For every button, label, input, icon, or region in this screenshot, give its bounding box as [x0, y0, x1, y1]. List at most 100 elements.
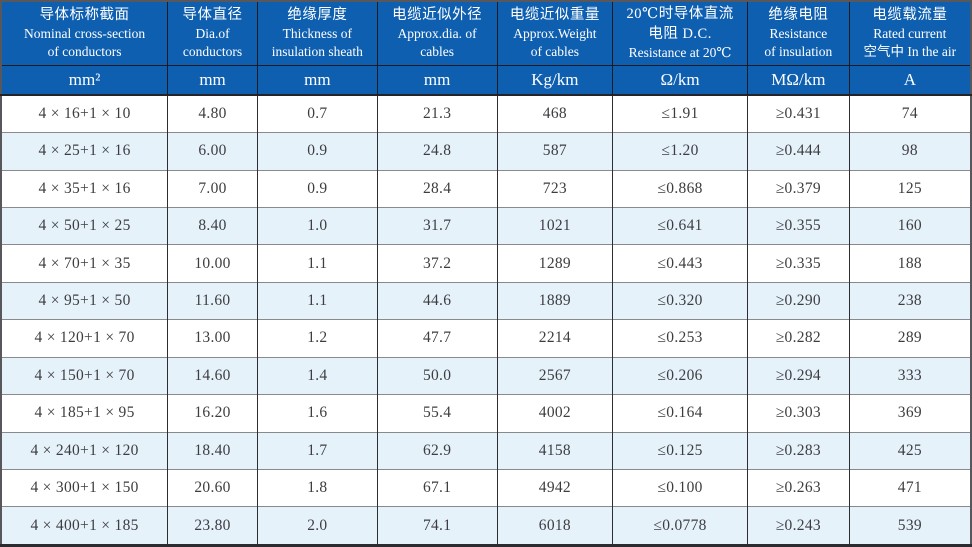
- header-line-en: Approx.Weight: [513, 25, 597, 41]
- table-cell: ≥0.303: [746, 394, 850, 433]
- header-line-en: Nominal cross-section: [24, 25, 146, 41]
- table-cell: 1.1: [256, 281, 378, 320]
- header-line-en: of insulation: [764, 44, 833, 60]
- header-line-zh: 导体标称截面: [39, 6, 130, 23]
- column-header-insulation-resistance: 绝缘电阻 Resistance of insulation: [746, 1, 850, 66]
- table-cell: 468: [496, 94, 614, 133]
- table-cell: 4 × 120+1 × 70: [0, 319, 169, 358]
- table-row: 4 × 16+1 × 10 4.80 0.7 21.3 468 ≤1.91 ≥0.431 74: [0, 94, 972, 133]
- table-cell: ≥0.282: [746, 319, 850, 358]
- table-cell: 4 × 95+1 × 50: [0, 281, 169, 320]
- table-cell: 4 × 300+1 × 150: [0, 468, 169, 507]
- header-line-zh: 20℃时导体直流: [626, 6, 734, 22]
- table-cell: 31.7: [376, 206, 498, 245]
- unit-cell: mm: [167, 65, 258, 96]
- column-header-cable-weight: 电缆近似重量 Approx.Weight of cables: [496, 1, 614, 66]
- table-cell: 1.7: [256, 431, 378, 470]
- unit-cell: mm: [256, 65, 378, 96]
- column-header-cross-section: 导体标称截面 Nominal cross-section of conducto…: [0, 1, 169, 66]
- table-cell: 4 × 16+1 × 10: [0, 94, 169, 133]
- header-line-zh: 电缆近似重量: [509, 6, 600, 23]
- table-cell: 188: [848, 244, 972, 283]
- table-cell: 4 × 185+1 × 95: [0, 394, 169, 433]
- table-row: 4 × 70+1 × 35 10.00 1.1 37.2 1289 ≤0.443 ≥0.33…: [0, 244, 972, 283]
- table-cell: ≤0.0778: [612, 506, 748, 546]
- table-cell: 4 × 70+1 × 35: [0, 244, 169, 283]
- table-row: 4 × 185+1 × 95 16.20 1.6 55.4 4002 ≤0.164 ≥0.3…: [0, 394, 972, 433]
- table-cell: ≤0.253: [612, 319, 748, 358]
- table-cell: ≥0.290: [746, 281, 850, 320]
- table-cell: 98: [848, 132, 972, 170]
- table-cell: ≥0.444: [746, 132, 850, 170]
- table-cell: ≥0.283: [746, 431, 850, 470]
- unit-cell: mm²: [0, 65, 169, 96]
- header-line-zh: 电缆载流量: [872, 6, 948, 23]
- table-cell: 24.8: [376, 132, 498, 170]
- table-cell: 62.9: [376, 431, 498, 470]
- table-cell: 44.6: [376, 281, 498, 320]
- header-line-zh: 电缆近似外径: [392, 6, 483, 23]
- table-cell: 67.1: [376, 468, 498, 507]
- table-cell: 10.00: [167, 244, 258, 283]
- table-cell: 1021: [496, 206, 614, 245]
- header-line-en: of conductors: [47, 44, 122, 60]
- header-line-zh: 绝缘厚度: [287, 6, 348, 23]
- table-cell: ≤0.868: [612, 169, 748, 208]
- table-cell: 4 × 25+1 × 16: [0, 132, 169, 170]
- table-body: 4 × 16+1 × 10 4.80 0.7 21.3 468 ≤1.91 ≥0.431 74…: [0, 94, 972, 546]
- column-header-dc-resistance: 20℃时导体直流 电阻 D.C. Resistance at 20℃: [612, 1, 748, 66]
- table-cell: 37.2: [376, 244, 498, 283]
- table-cell: 4942: [496, 468, 614, 507]
- table-row: 4 × 120+1 × 70 13.00 1.2 47.7 2214 ≤0.253 ≥0.2…: [0, 319, 972, 358]
- table-row: 4 × 400+1 × 185 23.80 2.0 74.1 6018 ≤0.0778 ≥0…: [0, 506, 972, 546]
- table-cell: 4 × 150+1 × 70: [0, 356, 169, 395]
- table-row: 4 × 150+1 × 70 14.60 1.4 50.0 2567 ≤0.206 ≥0.2…: [0, 356, 972, 395]
- table-cell: ≤0.206: [612, 356, 748, 395]
- table-cell: 2.0: [256, 506, 378, 546]
- table-cell: ≥0.355: [746, 206, 850, 245]
- table-cell: ≥0.379: [746, 169, 850, 208]
- table-cell: 16.20: [167, 394, 258, 433]
- header-line-en: Rated current: [873, 25, 947, 41]
- table-cell: 723: [496, 169, 614, 208]
- table-cell: 1.1: [256, 244, 378, 283]
- header-line-en: Dia.of: [195, 25, 230, 41]
- table-cell: ≤1.20: [612, 132, 748, 170]
- header-line-en: conductors: [182, 44, 243, 60]
- table-cell: 1.0: [256, 206, 378, 245]
- column-header-rated-current: 电缆载流量 Rated current 空气中 In the air: [848, 1, 972, 66]
- unit-cell: MΩ/km: [746, 65, 850, 96]
- header-line-en: Approx.dia. of: [397, 25, 477, 41]
- table-cell: 4002: [496, 394, 614, 433]
- table-cell: 0.7: [256, 94, 378, 133]
- table-cell: 125: [848, 169, 972, 208]
- column-header-cable-diameter: 电缆近似外径 Approx.dia. of cables: [376, 1, 498, 66]
- table-row: 4 × 300+1 × 150 20.60 1.8 67.1 4942 ≤0.100 ≥0.…: [0, 468, 972, 507]
- table-cell: ≤1.91: [612, 94, 748, 133]
- table-cell: 47.7: [376, 319, 498, 358]
- table-row: 4 × 95+1 × 50 11.60 1.1 44.6 1889 ≤0.320 ≥0.29…: [0, 281, 972, 320]
- table-cell: 238: [848, 281, 972, 320]
- table-cell: 4 × 240+1 × 120: [0, 431, 169, 470]
- header-line-en: 空气中 In the air: [863, 44, 957, 60]
- table-cell: 1889: [496, 281, 614, 320]
- header-line-zh: 绝缘电阻: [768, 6, 829, 23]
- table-cell: 1.4: [256, 356, 378, 395]
- table-row: 4 × 35+1 × 16 7.00 0.9 28.4 723 ≤0.868 ≥0.379 1…: [0, 169, 972, 208]
- table-cell: 425: [848, 431, 972, 470]
- table-cell: 74: [848, 94, 972, 133]
- table-cell: 333: [848, 356, 972, 395]
- table-cell: 4 × 35+1 × 16: [0, 169, 169, 208]
- table-cell: 471: [848, 468, 972, 507]
- table-cell: 587: [496, 132, 614, 170]
- table-cell: 2214: [496, 319, 614, 358]
- header-line-en: of cables: [530, 44, 580, 60]
- column-header-insulation-thickness: 绝缘厚度 Thickness of insulation sheath: [256, 1, 378, 66]
- header-line-en: cables: [420, 44, 454, 60]
- unit-cell: Kg/km: [496, 65, 614, 96]
- table-cell: 4 × 400+1 × 185: [0, 506, 169, 546]
- table-cell: 50.0: [376, 356, 498, 395]
- table-cell: 18.40: [167, 431, 258, 470]
- table-cell: 539: [848, 506, 972, 546]
